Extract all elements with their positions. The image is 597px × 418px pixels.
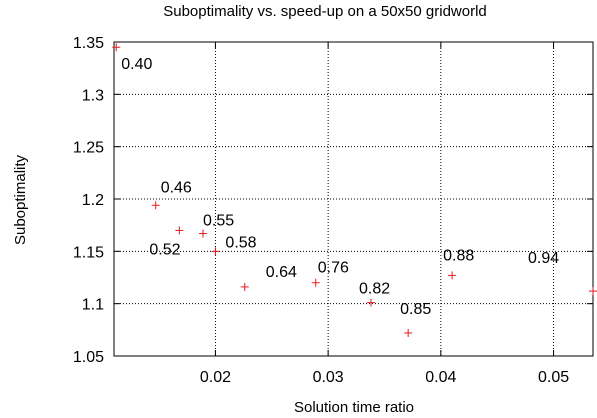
scatter-point	[311, 278, 320, 287]
point-label: 0.40	[121, 56, 152, 73]
y-axis-tick-labels: 1.05 1.1 1.15 1.2 1.25 1.3 1.35	[73, 35, 104, 366]
y-tick-label: 1.1	[82, 297, 104, 314]
plot-frame	[113, 41, 594, 357]
point-label: 0.58	[225, 234, 256, 251]
point-label: 0.76	[318, 260, 349, 277]
point-label: 0.52	[149, 241, 180, 258]
scatter-point	[112, 43, 121, 52]
scatter-point	[448, 271, 457, 280]
y-tick-label: 1.15	[73, 244, 104, 261]
y-tick-label: 1.2	[82, 192, 104, 209]
axis-ticks	[114, 41, 593, 357]
scatter-point	[366, 298, 375, 307]
point-label: 0.94	[528, 250, 559, 267]
point-label: 0.85	[400, 301, 431, 318]
y-tick-label: 1.35	[73, 35, 104, 52]
y-tick-label: 1.25	[73, 140, 104, 157]
data-points	[112, 43, 597, 337]
scatter-point	[240, 282, 249, 291]
x-axis-tick-labels: 0.02 0.03 0.04 0.05	[200, 369, 569, 386]
chart-title: Suboptimality vs. speed-up on a 50x50 gr…	[163, 3, 487, 20]
point-label: 0.82	[359, 281, 390, 298]
y-tick-label: 1.3	[82, 87, 104, 104]
x-tick-label: 0.05	[538, 369, 569, 386]
data-point-labels: 0.40 0.46 0.52 0.55 0.58 0.64 0.76 0.82 0.85 0.88…	[121, 56, 559, 318]
scatter-point	[175, 226, 184, 235]
point-label: 0.64	[266, 264, 297, 281]
x-tick-label: 0.02	[200, 369, 231, 386]
point-label: 0.55	[203, 213, 234, 230]
scatter-point	[211, 247, 220, 256]
point-label: 0.46	[161, 179, 192, 196]
y-tick-label: 1.05	[73, 349, 104, 366]
point-label: 0.88	[443, 247, 474, 264]
y-axis-label: Suboptimality	[12, 154, 29, 245]
scatter-point	[589, 287, 597, 296]
scatter-point	[151, 201, 160, 210]
grid-lines	[114, 42, 593, 356]
x-axis-label: Solution time ratio	[294, 399, 414, 416]
scatter-point	[404, 328, 413, 337]
x-tick-label: 0.03	[313, 369, 344, 386]
scatter-point	[199, 229, 208, 238]
x-tick-label: 0.04	[425, 369, 456, 386]
